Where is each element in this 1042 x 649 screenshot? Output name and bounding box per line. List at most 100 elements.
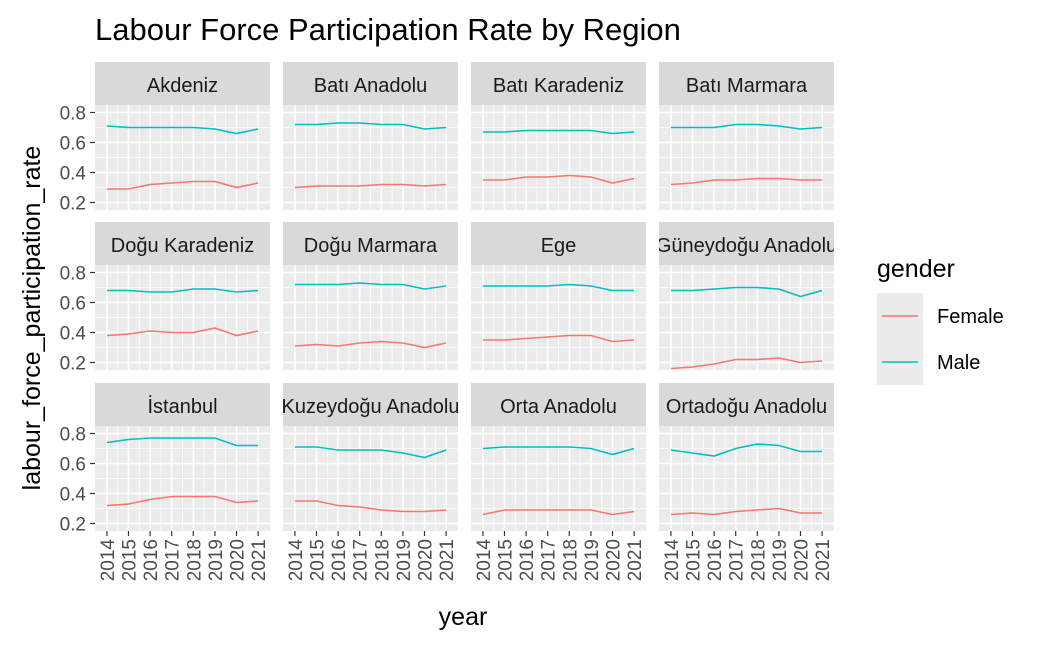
facet-akdeniz: Akdeniz 0.2 0.4 0.6 0.8: [60, 62, 270, 215]
x-tick-label: 2019: [206, 539, 227, 581]
series-line-male: [106, 125, 259, 135]
x-tick-label: 2017: [351, 539, 372, 581]
y-tick-label: 0.4: [60, 324, 87, 345]
x-tick-label: 2020: [416, 539, 437, 581]
facet-strip-label: Batı Marmara: [686, 75, 808, 97]
y-tick-label: 0.4: [60, 164, 87, 185]
legend: gender Female Male: [877, 255, 1004, 385]
y-tick-label: 0.4: [60, 485, 87, 506]
facet-strip: [283, 383, 458, 426]
facet-strip: [659, 62, 834, 105]
x-tick-label: 2014: [662, 539, 683, 582]
x-tick-label: 2016: [517, 539, 538, 581]
series-line-female: [106, 327, 259, 337]
x-tick-label: 2021: [437, 539, 458, 581]
facet-orta-anadolu: Orta Anadolu 2014 2015 2016 2017 2018 2019 2020…: [471, 383, 646, 581]
x-tick-label: 2015: [496, 539, 517, 581]
facet-strip: [95, 62, 270, 105]
y-tick-label: 0.6: [60, 455, 86, 476]
x-tick-label: 2020: [792, 539, 813, 581]
facet-strip: [95, 383, 270, 426]
series-line-female: [294, 500, 447, 513]
facet-ortadogu-anadolu: Ortadoğu Anadolu 2014 2015 2016 2017 2018 2019…: [659, 383, 834, 581]
legend-title: gender: [877, 255, 955, 283]
x-tick-label: 2017: [727, 539, 748, 581]
facet-strip: [471, 62, 646, 105]
facet-strip-label: Ortadoğu Anadolu: [666, 396, 827, 418]
chart-title: Labour Force Participation Rate by Regio…: [95, 12, 681, 47]
x-tick-label: 2017: [539, 539, 560, 581]
x-tick-label: 2016: [141, 539, 162, 581]
facet-dogu-marmara: Doğu Marmara: [283, 222, 458, 370]
x-tick-label: 2021: [249, 539, 270, 581]
x-tick-label: 2019: [394, 539, 415, 581]
x-tick-label: 2014: [286, 539, 307, 582]
facet-kuzeydogu-anadolu: Kuzeydoğu Anadolu 2014 2015 2016 2017 2018 201…: [282, 383, 460, 582]
facet-strip-label: İstanbul: [147, 395, 217, 418]
y-tick-label: 0.2: [60, 354, 86, 375]
legend-item-female: Female: [877, 293, 1004, 339]
y-axis-label: labour_force_participation_rate: [18, 146, 46, 491]
series-line-female: [670, 357, 823, 370]
series-line-female: [482, 174, 635, 184]
facet-bati-karadeniz: Batı Karadeniz: [471, 62, 646, 210]
facet-strip: [283, 222, 458, 265]
facet-strip-label: Batı Anadolu: [314, 75, 427, 97]
series-line-female: [294, 340, 447, 349]
y-tick-label: 0.8: [60, 104, 86, 125]
facet-strip: [95, 222, 270, 265]
facet-strip: [659, 383, 834, 426]
facet-strip-label: Güneydoğu Anadolu: [656, 235, 837, 257]
x-tick-label: 2020: [604, 539, 625, 581]
series-line-male: [294, 446, 447, 459]
x-tick-label: 2021: [625, 539, 646, 581]
legend-label: Female: [937, 306, 1004, 328]
y-tick-label: 0.8: [60, 425, 86, 446]
x-tick-label: 2016: [329, 539, 350, 581]
series-line-male: [294, 122, 447, 130]
legend-label: Male: [937, 352, 980, 374]
series-line-male: [482, 283, 635, 292]
series-line-male: [670, 443, 823, 457]
series-line-female: [294, 183, 447, 189]
series-line-female: [106, 180, 259, 190]
series-line-male: [670, 123, 823, 130]
x-tick-label: 2019: [582, 539, 603, 581]
x-tick-label: 2014: [474, 539, 495, 582]
series-line-female: [670, 177, 823, 186]
facet-strip-label: Ege: [541, 235, 577, 257]
series-line-female: [482, 509, 635, 516]
facet-strip: [283, 62, 458, 105]
facet-istanbul: İstanbul 0.2 0.4 0.6 0.8 2014 2015 2016 2017 2018…: [60, 383, 270, 581]
x-tick-label: 2015: [684, 539, 705, 581]
series-line-male: [106, 437, 259, 447]
facet-strip-label: Akdeniz: [147, 75, 218, 97]
legend-item-male: Male: [877, 339, 980, 385]
facet-dogu-karadeniz: Doğu Karadeniz 0.2 0.4 0.6 0.8: [60, 222, 270, 375]
series-line-male: [482, 129, 635, 135]
facet-strip-label: Doğu Karadeniz: [111, 235, 254, 257]
x-tick-label: 2018: [560, 539, 581, 581]
series-line-female: [482, 334, 635, 343]
facet-strip-label: Orta Anadolu: [500, 396, 617, 418]
x-tick-label: 2019: [770, 539, 791, 581]
x-tick-label: 2017: [163, 539, 184, 581]
x-tick-label: 2015: [308, 539, 329, 581]
facet-strip-label: Batı Karadeniz: [493, 75, 624, 97]
facet-ege: Ege: [471, 222, 646, 370]
x-tick-label: 2018: [184, 539, 205, 581]
series-line-male: [106, 288, 259, 293]
y-tick-label: 0.2: [60, 515, 86, 536]
y-tick-label: 0.2: [60, 194, 86, 215]
facet-bati-marmara: Batı Marmara: [659, 62, 834, 210]
facet-strip-label: Doğu Marmara: [304, 235, 438, 257]
x-tick-label: 2016: [705, 539, 726, 581]
facet-strip: [471, 222, 646, 265]
x-tick-label: 2018: [748, 539, 769, 581]
facet-strip: [659, 222, 834, 265]
facet-bati-anadolu: Batı Anadolu: [283, 62, 458, 210]
facet-guneydogu-anadolu: Güneydoğu Anadolu: [656, 222, 837, 370]
facet-strip-label: Kuzeydoğu Anadolu: [282, 396, 460, 418]
